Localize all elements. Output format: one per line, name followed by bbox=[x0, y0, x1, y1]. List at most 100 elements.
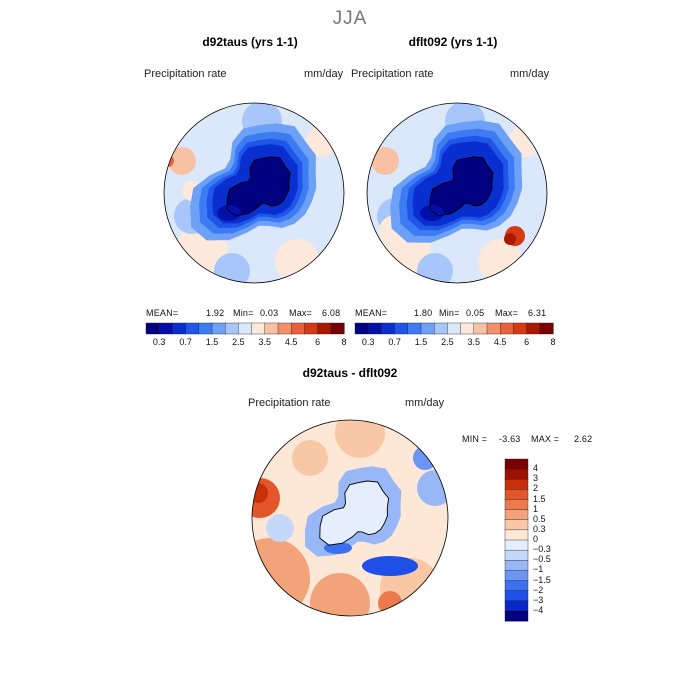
colorbar-swatch bbox=[504, 468, 529, 480]
colorbar-swatch bbox=[367, 322, 383, 335]
colorbar-swatch bbox=[504, 590, 529, 602]
colorbar-tick-label: 0.3 bbox=[533, 523, 546, 534]
precip-field bbox=[367, 103, 547, 283]
panel1-max-label: Max= bbox=[289, 308, 313, 318]
difference-region bbox=[362, 556, 418, 576]
panel2-colorbar bbox=[354, 322, 554, 335]
panel2-mean-value: 1.80 bbox=[414, 308, 433, 318]
colorbar-tick-label: −0.5 bbox=[533, 554, 551, 565]
colorbar-swatch bbox=[238, 322, 253, 335]
colorbar-swatch bbox=[224, 322, 239, 335]
colorbar-swatch bbox=[264, 322, 279, 335]
difference-region bbox=[335, 420, 385, 458]
panel1-mean-value: 1.92 bbox=[206, 308, 225, 318]
continent-difference bbox=[319, 481, 389, 546]
colorbar-tick-label: −1.5 bbox=[533, 574, 551, 585]
panel3-max-label: MAX = bbox=[531, 434, 560, 444]
difference-region bbox=[252, 538, 310, 616]
colorbar-tick-label: 1.5 bbox=[414, 337, 428, 347]
panel3-colorbar bbox=[504, 458, 529, 622]
panel3-colorbar-ticks: 4 3 2 1.5 1 0.5 0.3 0 −0.3 −0.5 −1 −1.5 −2 −3 −4 bbox=[533, 459, 573, 621]
colorbar-tick-label: 0.5 bbox=[533, 513, 546, 524]
season-title: JJA bbox=[332, 8, 368, 29]
colorbar-tick-label: 2 bbox=[533, 483, 539, 494]
colorbar-swatch bbox=[504, 539, 529, 551]
colorbar-tick-label: 8 bbox=[550, 337, 556, 347]
colorbar-swatch bbox=[251, 322, 266, 335]
colorbar-swatch bbox=[394, 322, 409, 335]
difference-region bbox=[266, 514, 294, 542]
precip-field bbox=[164, 103, 344, 283]
colorbar-swatch bbox=[504, 549, 529, 561]
coastline bbox=[429, 156, 494, 217]
panel1-map bbox=[163, 102, 345, 284]
panel3-units: mm/day bbox=[405, 397, 445, 409]
colorbar-swatch bbox=[499, 322, 514, 335]
panel1-min-value: 0.03 bbox=[260, 308, 279, 318]
colorbar-tick-label: −4 bbox=[533, 604, 544, 615]
precip-region bbox=[420, 205, 444, 221]
colorbar-swatch bbox=[504, 519, 529, 531]
colorbar-tick-label: 0.7 bbox=[179, 337, 192, 347]
colorbar-swatch bbox=[381, 322, 396, 335]
colorbar-swatch bbox=[504, 610, 529, 622]
colorbar-swatch bbox=[504, 570, 529, 582]
colorbar-swatch bbox=[145, 322, 160, 335]
panel1-units: mm/day bbox=[304, 68, 344, 80]
colorbar-swatch bbox=[290, 322, 305, 335]
colorbar-tick-label: 1 bbox=[533, 503, 539, 514]
colorbar-tick-label: 0 bbox=[533, 534, 539, 544]
panel1-colorbar-ticks: 0.3 0.7 1.5 2.5 3.5 4.5 6 8 bbox=[146, 337, 347, 349]
difference-field bbox=[252, 420, 448, 616]
colorbar-tick-label: 4.5 bbox=[493, 337, 507, 347]
colorbar-tick-label: 4.5 bbox=[284, 337, 298, 347]
panel3-max-value: 2.62 bbox=[574, 434, 593, 444]
colorbar-swatch bbox=[211, 322, 226, 335]
colorbar-tick-label: −0.3 bbox=[533, 544, 551, 555]
panel2-field-label: Precipitation rate bbox=[351, 68, 434, 80]
panel1-mean-label: MEAN= bbox=[146, 308, 179, 318]
colorbar-swatch bbox=[504, 509, 529, 521]
colorbar-swatch bbox=[304, 322, 319, 335]
difference-region bbox=[292, 440, 328, 476]
panel1-colorbar bbox=[145, 322, 345, 335]
difference-region bbox=[417, 470, 448, 506]
colorbar-swatch bbox=[504, 529, 529, 541]
colorbar-tick-label: 3.5 bbox=[258, 337, 272, 347]
panel1-title: d92taus (yrs 1-1) bbox=[202, 35, 298, 49]
colorbar-swatch bbox=[277, 322, 292, 335]
precip-region bbox=[214, 253, 250, 283]
map-border bbox=[366, 102, 548, 284]
colorbar-swatch bbox=[504, 600, 529, 612]
colorbar-swatch bbox=[447, 322, 462, 335]
continent-low-precip bbox=[429, 156, 494, 216]
panel1-min-label: Min= bbox=[233, 308, 254, 318]
difference-region bbox=[252, 483, 268, 503]
colorbar-swatch bbox=[460, 322, 475, 335]
colorbar-tick-label: 1.5 bbox=[533, 493, 546, 504]
panel1-field-label: Precipitation rate bbox=[144, 68, 227, 80]
panel3-min-label: MIN = bbox=[462, 434, 488, 444]
colorbar-swatch bbox=[433, 322, 448, 335]
panel2-title: dflt092 (yrs 1-1) bbox=[408, 35, 498, 49]
panel2-map bbox=[366, 102, 548, 284]
colorbar-tick-label: 0.3 bbox=[361, 337, 375, 347]
colorbar-swatch bbox=[354, 322, 369, 335]
map-border bbox=[163, 102, 345, 284]
panel3-min-value: -3.63 bbox=[499, 434, 521, 444]
colorbar-tick-label: 2.5 bbox=[441, 337, 454, 347]
colorbar-swatch bbox=[504, 479, 529, 490]
colorbar-tick-label: −3 bbox=[533, 594, 544, 605]
colorbar-swatch bbox=[539, 322, 554, 335]
difference-region bbox=[310, 573, 370, 616]
colorbar-swatch bbox=[317, 322, 332, 335]
colorbar-swatch bbox=[504, 560, 529, 571]
panel2-min-label: Min= bbox=[439, 308, 460, 318]
panel3-title: d92taus - dflt092 bbox=[302, 366, 398, 380]
precip-region bbox=[371, 147, 399, 175]
colorbar-tick-label: 1.5 bbox=[205, 337, 219, 347]
colorbar-swatch bbox=[526, 322, 541, 335]
panel2-min-value: 0.05 bbox=[466, 308, 485, 318]
colorbar-swatch bbox=[504, 458, 529, 470]
precip-region bbox=[417, 253, 453, 283]
